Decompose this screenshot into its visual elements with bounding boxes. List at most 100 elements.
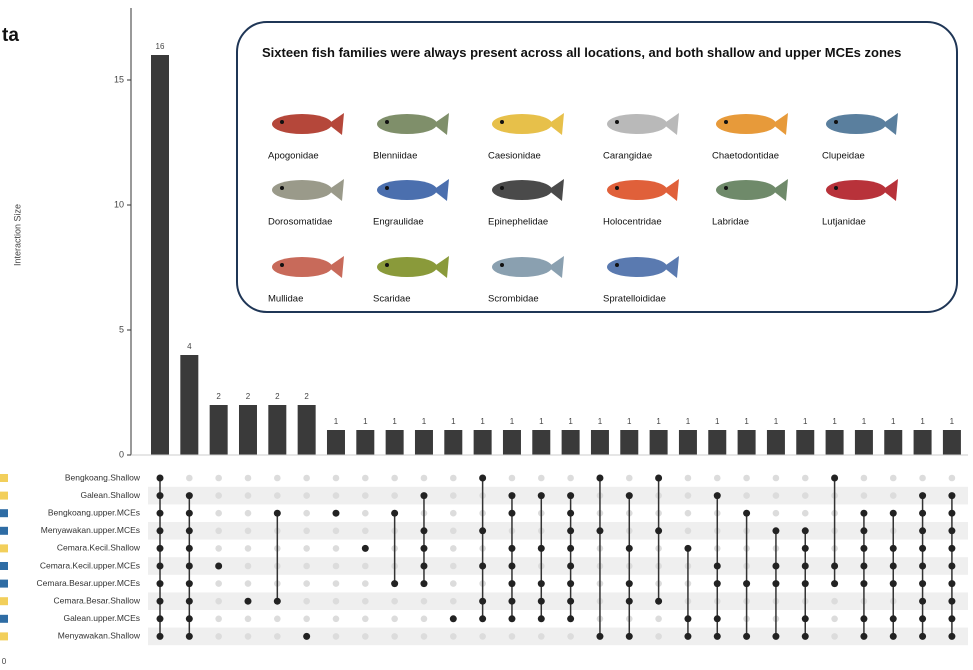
- member-dot: [919, 527, 927, 535]
- empty-dot: [215, 509, 222, 517]
- empty-dot: [948, 474, 956, 482]
- set-color: [0, 632, 8, 641]
- bar-label: 1: [656, 417, 661, 426]
- member-dot: [919, 509, 927, 517]
- member-dot: [625, 597, 633, 605]
- fish-body: [377, 180, 437, 200]
- empty-dot: [567, 474, 574, 482]
- member-dot: [156, 527, 164, 535]
- empty-dot: [362, 633, 369, 640]
- member-dot: [479, 562, 487, 570]
- fish-eye: [280, 186, 284, 190]
- y-axis-label: Interaction Size: [12, 204, 22, 266]
- fish-eye: [724, 120, 728, 124]
- member-dot: [508, 492, 516, 500]
- empty-dot: [215, 597, 222, 605]
- member-dot: [449, 615, 457, 623]
- fish-eye: [615, 263, 619, 267]
- member-dot: [889, 580, 897, 588]
- bar: [796, 430, 815, 455]
- bar: [209, 405, 228, 455]
- row-stripe: [148, 627, 968, 646]
- set-color: [0, 474, 8, 482]
- member-dot: [508, 580, 516, 588]
- fish-body: [272, 180, 332, 200]
- fish-body: [377, 114, 437, 134]
- empty-dot: [391, 474, 398, 482]
- member-dot: [684, 632, 692, 640]
- member-dot: [831, 474, 839, 482]
- bar-label: 1: [862, 417, 867, 426]
- empty-dot: [743, 474, 750, 482]
- member-dot: [860, 580, 868, 588]
- fish-tail: [328, 179, 344, 201]
- set-label: Galean.upper.MCEs: [63, 613, 140, 623]
- bar: [561, 430, 580, 455]
- empty-dot: [537, 474, 545, 482]
- empty-dot: [244, 527, 252, 535]
- empty-dot: [362, 580, 369, 587]
- bar: [268, 405, 287, 455]
- empty-dot: [391, 492, 398, 499]
- member-dot: [567, 615, 575, 623]
- empty-dot: [303, 615, 310, 623]
- y-tick-label: 5: [119, 324, 124, 334]
- annotation-title: Sixteen fish families were always presen…: [262, 45, 902, 60]
- member-dot: [948, 632, 956, 640]
- member-dot: [596, 474, 604, 482]
- empty-dot: [508, 474, 516, 482]
- bar: [737, 430, 756, 455]
- member-dot: [185, 492, 193, 500]
- empty-dot: [391, 615, 398, 623]
- member-dot: [567, 580, 575, 588]
- empty-dot: [450, 474, 457, 482]
- member-dot: [713, 632, 721, 640]
- member-dot: [156, 580, 164, 588]
- bar: [708, 430, 727, 455]
- set-label: Cemara.Kecil.upper.MCEs: [40, 560, 140, 570]
- set-color: [0, 509, 8, 518]
- member-dot: [743, 632, 751, 640]
- row-stripe: [148, 522, 968, 540]
- set-label: Menyawakan.Shallow: [58, 631, 141, 641]
- member-dot: [772, 580, 780, 588]
- empty-dot: [362, 615, 369, 623]
- empty-dot: [303, 562, 310, 570]
- empty-dot: [860, 492, 868, 499]
- empty-dot: [801, 492, 809, 499]
- empty-dot: [274, 492, 281, 499]
- member-dot: [889, 615, 897, 623]
- family-label: Spratelloididae: [603, 294, 666, 305]
- fish-eye: [280, 120, 284, 124]
- empty-dot: [274, 633, 281, 640]
- empty-dot: [420, 474, 428, 482]
- empty-dot: [684, 527, 692, 535]
- y-tick-label: 10: [114, 199, 124, 209]
- empty-dot: [215, 527, 222, 535]
- empty-dot: [244, 492, 252, 499]
- member-dot: [508, 544, 516, 552]
- bar-label: 1: [715, 417, 720, 426]
- member-dot: [860, 632, 868, 640]
- bar-label: 1: [363, 417, 368, 426]
- bar-label: 1: [480, 417, 485, 426]
- member-dot: [156, 597, 164, 605]
- member-dot: [919, 544, 927, 552]
- member-dot: [801, 615, 809, 623]
- member-dot: [889, 544, 897, 552]
- member-dot: [508, 615, 516, 623]
- family-label: Engraulidae: [373, 217, 424, 228]
- bar: [238, 405, 257, 455]
- empty-dot: [362, 527, 369, 535]
- set-color: [0, 614, 8, 623]
- bar: [297, 405, 316, 455]
- empty-dot: [655, 615, 662, 623]
- bar-label: 1: [686, 417, 691, 426]
- row-stripe: [148, 557, 968, 575]
- member-dot: [889, 632, 897, 640]
- empty-dot: [215, 474, 222, 482]
- empty-dot: [303, 492, 310, 499]
- member-dot: [156, 615, 164, 623]
- fish-tail: [328, 113, 344, 135]
- fish-tail: [548, 179, 564, 201]
